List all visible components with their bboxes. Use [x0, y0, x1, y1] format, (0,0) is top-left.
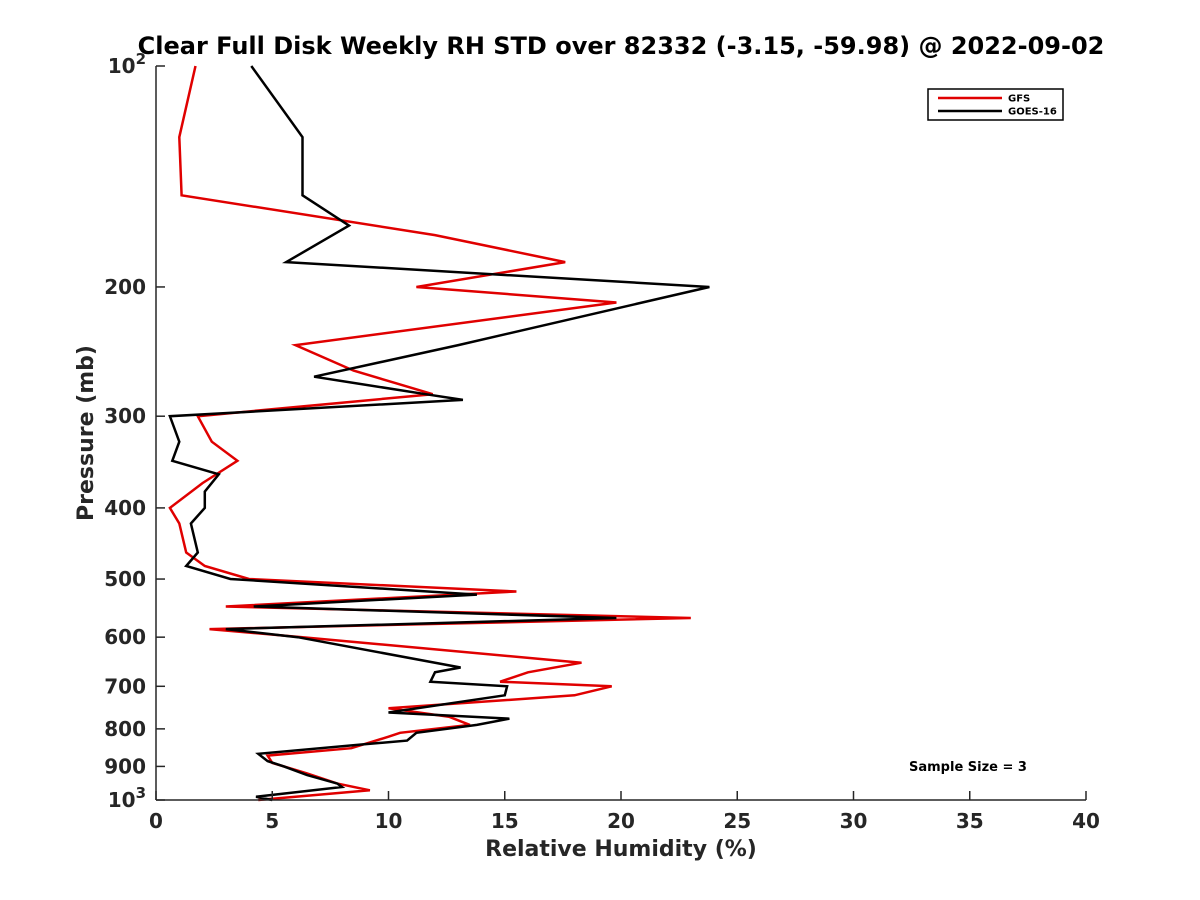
legend-box [927, 88, 1064, 121]
x-tick-label: 10 [375, 809, 403, 833]
legend: GFS GOES-16 [927, 88, 1064, 121]
y-tick-label: 700 [104, 674, 146, 698]
chart-title: Clear Full Disk Weekly RH STD over 82332… [138, 32, 1105, 60]
y-tick-label: 400 [104, 496, 146, 520]
series-layer [168, 65, 710, 802]
legend-label-goes16: GOES-16 [1008, 107, 1057, 118]
x-tick-label: 30 [840, 809, 868, 833]
x-axis-ticks: 0 5 10 15 20 25 30 35 40 [149, 791, 1100, 833]
y-tick-label: 800 [104, 717, 146, 741]
sample-size-annotation: Sample Size = 3 [909, 760, 1027, 775]
y-axis-ticks: 102 200 300 400 500 600 700 800 900 103 [104, 50, 165, 812]
x-tick-label: 20 [607, 809, 635, 833]
x-axis-label: Relative Humidity (%) [485, 837, 757, 862]
series-line-goes16 [168, 65, 710, 802]
y-tick-label: 103 [108, 784, 146, 812]
x-tick-label: 40 [1072, 809, 1100, 833]
plot-area [156, 66, 1086, 800]
x-tick-label: 35 [956, 809, 984, 833]
y-tick-label: 600 [104, 625, 146, 649]
y-tick-label: 900 [104, 754, 146, 778]
y-axis-label: Pressure (mb) [74, 345, 99, 521]
y-tick-label: 102 [108, 50, 146, 78]
y-tick-label: 500 [104, 567, 146, 591]
y-tick-label: 300 [104, 404, 146, 428]
x-tick-label: 5 [265, 809, 279, 833]
x-tick-label: 25 [723, 809, 751, 833]
x-tick-label: 0 [149, 809, 163, 833]
legend-label-gfs: GFS [1008, 94, 1030, 105]
x-tick-label: 15 [491, 809, 519, 833]
y-tick-label: 200 [104, 275, 146, 299]
